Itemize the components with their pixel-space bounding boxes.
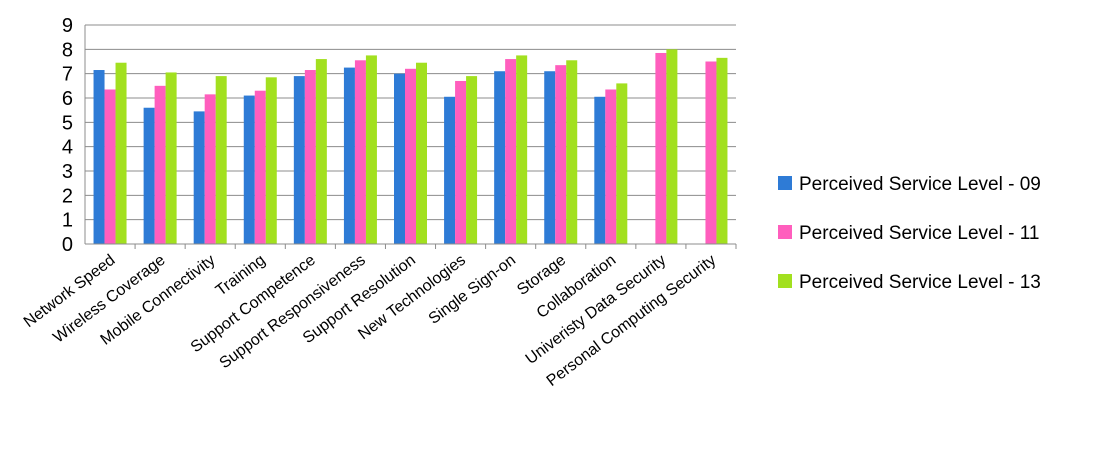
bar-support-responsiveness-series-3 — [365, 55, 377, 244]
legend-swatch-2 — [778, 225, 792, 239]
bar-network-speed-series-3 — [115, 62, 127, 244]
bar-new-technologies-series-3 — [466, 76, 478, 244]
bar-single-sign-on-series-2 — [505, 59, 517, 244]
bar-wireless-coverage-series-3 — [165, 72, 177, 244]
bar-training-series-3 — [265, 77, 277, 244]
bar-support-resolution-series-2 — [405, 68, 416, 244]
bar-univeristy-data-security-series-3 — [666, 49, 678, 245]
bar-wireless-coverage-series-2 — [154, 85, 166, 244]
legend-swatch-1 — [778, 176, 792, 190]
bar-personal-computing-security-series-2 — [705, 61, 717, 244]
legend-entry-2: Perceived Service Level - 11 — [778, 223, 1039, 244]
bar-mobile-connectivity-series-1 — [193, 111, 205, 244]
bar-storage-series-2 — [555, 65, 567, 245]
y-tick-labels: 01 234 567 89 — [62, 15, 73, 256]
bar-support-resolution-series-1 — [394, 73, 405, 245]
y-tick-label-9: 9 — [62, 15, 73, 37]
bar-support-resolution-series-3 — [416, 62, 427, 244]
legend-label-2: Perceived Service Level - 11 — [799, 223, 1039, 244]
legend-label-1: Perceived Service Level - 09 — [799, 174, 1041, 195]
legend: Perceived Service Level - 09 Perceived Se… — [778, 174, 1041, 293]
bar-collaboration-series-2 — [605, 89, 617, 244]
bar-collaboration-series-1 — [594, 96, 606, 245]
bar-network-speed-series-2 — [104, 89, 116, 244]
bar-mobile-connectivity-series-2 — [204, 94, 216, 244]
bar-personal-computing-security-series-3 — [716, 57, 728, 244]
y-tick-label-7: 7 — [62, 64, 73, 86]
y-tick-label-1: 1 — [62, 210, 73, 232]
y-tick-label-4: 4 — [62, 137, 73, 159]
bar-new-technologies-series-2 — [455, 80, 467, 244]
y-tick-label-2: 2 — [62, 185, 73, 207]
bar-support-responsiveness-series-1 — [343, 67, 355, 244]
bar-univeristy-data-security-series-2 — [655, 52, 667, 244]
bar-training-series-2 — [254, 90, 266, 244]
bar-single-sign-on-series-3 — [516, 55, 528, 244]
bar-new-technologies-series-1 — [444, 96, 456, 245]
bar-training-series-1 — [243, 95, 255, 244]
bar-support-competence-series-1 — [293, 76, 305, 244]
bar-support-responsiveness-series-2 — [354, 60, 366, 245]
bar-storage-series-1 — [544, 71, 556, 244]
y-tick-label-5: 5 — [62, 112, 73, 134]
bar-single-sign-on-series-1 — [494, 71, 506, 244]
bars — [93, 49, 728, 245]
y-tick-label-8: 8 — [62, 39, 73, 61]
bar-mobile-connectivity-series-3 — [215, 76, 227, 244]
bar-wireless-coverage-series-1 — [143, 107, 155, 244]
legend-entry-1: Perceived Service Level - 09 — [778, 174, 1041, 195]
legend-label-3: Perceived Service Level - 13 — [799, 272, 1041, 293]
bar-network-speed-series-1 — [93, 70, 105, 245]
axes — [84, 25, 737, 249]
bar-support-competence-series-2 — [304, 70, 316, 245]
bar-collaboration-series-3 — [616, 83, 628, 245]
y-tick-label-0: 0 — [62, 234, 73, 256]
y-tick-label-3: 3 — [62, 161, 73, 183]
y-tick-label-6: 6 — [62, 88, 73, 110]
bar-storage-series-3 — [566, 60, 578, 245]
legend-entry-3: Perceived Service Level - 13 — [778, 272, 1041, 293]
x-category-label-single-sign-on: Single Sign-on — [426, 252, 519, 328]
legend-swatch-3 — [778, 274, 792, 288]
bar-support-competence-series-3 — [315, 59, 327, 244]
